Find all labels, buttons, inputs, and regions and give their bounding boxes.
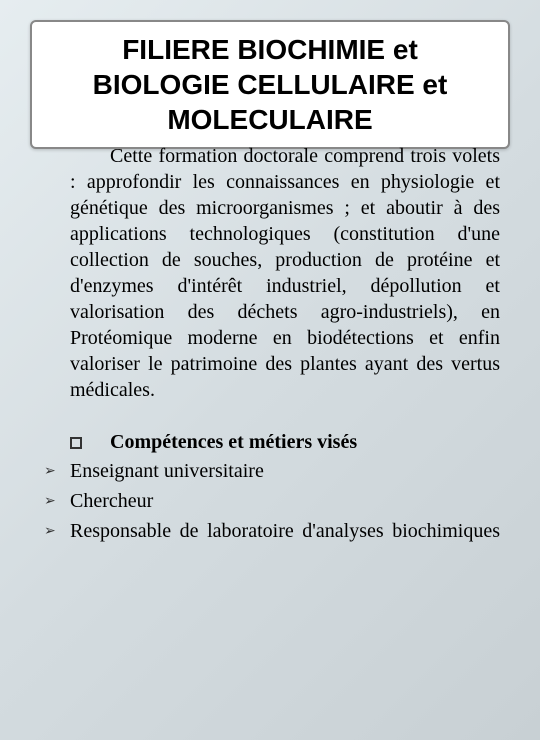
chevron-right-icon: ➢ [44, 463, 58, 480]
item-label: Chercheur [70, 488, 500, 514]
list-item: ➢ Chercheur [70, 488, 500, 514]
title-box: FILIERE BIOCHIMIE et BIOLOGIE CELLULAIRE… [30, 20, 510, 149]
competences-section: Compétences et métiers visés ➢ Enseignan… [70, 431, 500, 544]
square-bullet-icon [70, 437, 82, 449]
list-item: ➢ Responsable de laboratoire d'analyses … [70, 518, 500, 544]
list-item: ➢ Enseignant universitaire [70, 458, 500, 484]
page-title: FILIERE BIOCHIMIE et BIOLOGIE CELLULAIRE… [50, 32, 490, 137]
subheading-row: Compétences et métiers visés [70, 431, 500, 454]
item-label: Enseignant universitaire [70, 458, 500, 484]
chevron-right-icon: ➢ [44, 523, 58, 540]
body-paragraph: Cette formation doctorale comprend trois… [70, 143, 500, 403]
item-label: Responsable de laboratoire d'analyses bi… [70, 518, 500, 544]
chevron-right-icon: ➢ [44, 493, 58, 510]
subheading: Compétences et métiers visés [110, 431, 357, 454]
